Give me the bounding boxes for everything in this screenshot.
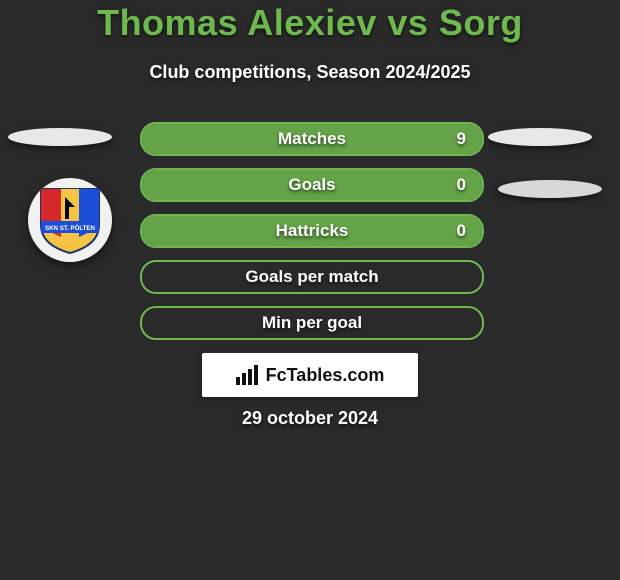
player-right-label-2	[498, 180, 602, 198]
brand-box: FcTables.com	[202, 353, 418, 397]
stat-value: 0	[457, 175, 466, 195]
brand-text: FcTables.com	[266, 365, 385, 386]
stat-bar-min-per-goal: Min per goal	[140, 306, 484, 340]
player-right-label-1	[488, 128, 592, 146]
stat-bar-hattricks: Hattricks 0	[140, 214, 484, 248]
bars-icon	[236, 365, 260, 385]
stat-bar-goals: Goals 0	[140, 168, 484, 202]
stat-label: Matches	[278, 129, 346, 149]
stat-bar-goals-per-match: Goals per match	[140, 260, 484, 294]
player-left-label	[8, 128, 112, 146]
stat-label: Min per goal	[262, 313, 362, 333]
club-badge: SKN ST. PÖLTEN	[28, 178, 112, 262]
comparison-infographic: Thomas Alexiev vs Sorg Club competitions…	[0, 0, 620, 580]
stat-value: 9	[457, 129, 466, 149]
crest-text: SKN ST. PÖLTEN	[45, 225, 96, 232]
stat-bar-matches: Matches 9	[140, 122, 484, 156]
club-crest-icon: SKN ST. PÖLTEN	[39, 185, 101, 255]
stat-label: Goals	[288, 175, 335, 195]
stat-label: Hattricks	[276, 221, 349, 241]
page-subtitle: Club competitions, Season 2024/2025	[0, 62, 620, 83]
page-title: Thomas Alexiev vs Sorg	[0, 2, 620, 44]
date-label: 29 october 2024	[0, 408, 620, 429]
stat-value: 0	[457, 221, 466, 241]
stat-label: Goals per match	[245, 267, 378, 287]
